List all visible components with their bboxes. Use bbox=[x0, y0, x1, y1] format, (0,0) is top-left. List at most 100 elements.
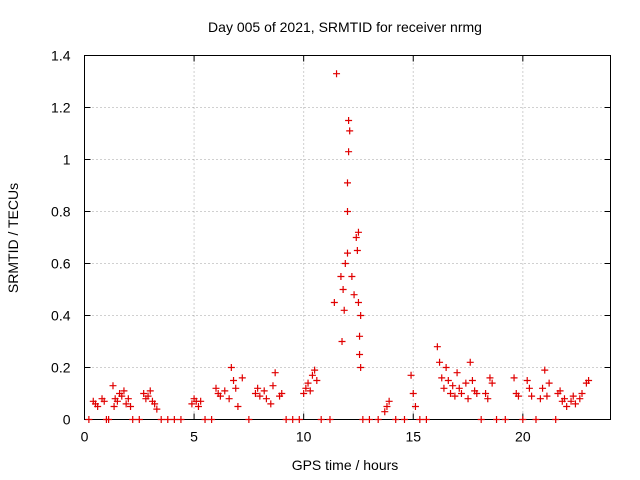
data-point bbox=[311, 366, 319, 374]
data-point bbox=[227, 364, 235, 371]
data-point bbox=[110, 403, 118, 410]
data-point bbox=[359, 416, 367, 423]
y-tick-label: 1.2 bbox=[51, 100, 71, 116]
data-point bbox=[466, 358, 474, 366]
data-point bbox=[449, 382, 457, 390]
data-point bbox=[208, 416, 216, 423]
data-points bbox=[85, 70, 593, 423]
y-tick-label: 0.4 bbox=[51, 308, 71, 324]
data-point bbox=[354, 228, 362, 236]
data-point bbox=[317, 416, 325, 423]
data-point bbox=[300, 390, 308, 397]
data-point bbox=[262, 395, 270, 403]
data-point bbox=[225, 395, 233, 403]
data-point bbox=[177, 416, 185, 423]
data-point bbox=[486, 374, 494, 382]
data-point bbox=[519, 416, 527, 423]
data-point bbox=[94, 403, 102, 410]
data-point bbox=[392, 416, 400, 423]
data-point bbox=[455, 384, 463, 392]
data-point bbox=[304, 379, 312, 387]
data-point bbox=[422, 416, 430, 423]
data-point bbox=[350, 291, 358, 299]
data-point bbox=[105, 416, 113, 423]
data-point bbox=[197, 397, 205, 405]
data-point bbox=[333, 70, 341, 78]
data-point bbox=[468, 377, 476, 384]
data-point bbox=[353, 247, 361, 254]
data-point bbox=[348, 273, 356, 280]
data-point bbox=[440, 384, 448, 392]
data-point bbox=[365, 416, 373, 423]
data-point bbox=[411, 403, 419, 410]
data-point bbox=[256, 392, 264, 400]
data-point bbox=[484, 395, 492, 403]
data-point bbox=[267, 400, 275, 408]
data-point bbox=[201, 416, 209, 423]
data-point bbox=[357, 312, 365, 319]
data-point bbox=[221, 387, 229, 395]
data-point bbox=[282, 416, 290, 423]
data-point bbox=[433, 343, 441, 351]
data-point bbox=[302, 384, 310, 392]
data-point bbox=[576, 395, 584, 403]
data-point bbox=[151, 400, 159, 408]
y-axis-label: SRMTID / TECUs bbox=[5, 183, 21, 293]
data-point bbox=[416, 416, 424, 423]
data-point bbox=[260, 387, 268, 395]
data-point bbox=[345, 148, 353, 156]
data-point bbox=[556, 387, 564, 395]
y-tick-label: 1 bbox=[63, 152, 71, 168]
data-point bbox=[560, 395, 568, 403]
y-tick-label: 0.6 bbox=[51, 256, 71, 272]
data-point bbox=[127, 403, 135, 410]
data-point bbox=[344, 249, 351, 257]
data-point bbox=[345, 117, 353, 124]
data-point bbox=[346, 127, 354, 135]
data-point bbox=[146, 387, 154, 395]
data-point bbox=[488, 379, 496, 387]
data-point bbox=[338, 338, 346, 345]
data-point bbox=[289, 416, 297, 423]
data-point bbox=[447, 390, 455, 397]
data-point bbox=[383, 403, 391, 410]
data-point bbox=[118, 392, 126, 400]
data-point bbox=[477, 416, 485, 423]
y-tick-label: 1.4 bbox=[51, 48, 71, 64]
data-point bbox=[442, 364, 450, 371]
data-point bbox=[232, 384, 240, 392]
data-point bbox=[85, 416, 93, 423]
data-point bbox=[339, 286, 347, 293]
data-point bbox=[330, 299, 338, 306]
data-point bbox=[120, 387, 128, 395]
data-point bbox=[278, 390, 286, 397]
chart-title: Day 005 of 2021, SRMTID for receiver nrm… bbox=[208, 19, 482, 35]
plot-frame bbox=[84, 55, 611, 420]
data-point bbox=[578, 390, 586, 397]
data-point bbox=[501, 416, 509, 423]
data-point bbox=[245, 416, 253, 423]
data-point bbox=[444, 377, 452, 384]
data-point bbox=[356, 332, 364, 340]
data-point bbox=[254, 384, 262, 392]
data-point bbox=[510, 374, 518, 382]
data-point bbox=[109, 382, 117, 390]
data-point bbox=[306, 387, 314, 395]
data-point bbox=[234, 403, 242, 410]
data-point bbox=[585, 377, 593, 384]
data-point bbox=[381, 408, 389, 416]
y-tick-label: 0.8 bbox=[51, 204, 71, 220]
data-point bbox=[356, 351, 364, 358]
data-point bbox=[523, 377, 531, 384]
data-point bbox=[532, 416, 540, 423]
data-point bbox=[194, 403, 202, 410]
data-point bbox=[308, 371, 316, 379]
data-point bbox=[129, 416, 137, 423]
data-point bbox=[567, 397, 575, 405]
data-point bbox=[354, 299, 362, 306]
data-point bbox=[212, 384, 220, 392]
data-point bbox=[164, 416, 172, 423]
data-point bbox=[344, 208, 351, 215]
data-point bbox=[453, 369, 461, 377]
data-point bbox=[124, 395, 132, 403]
